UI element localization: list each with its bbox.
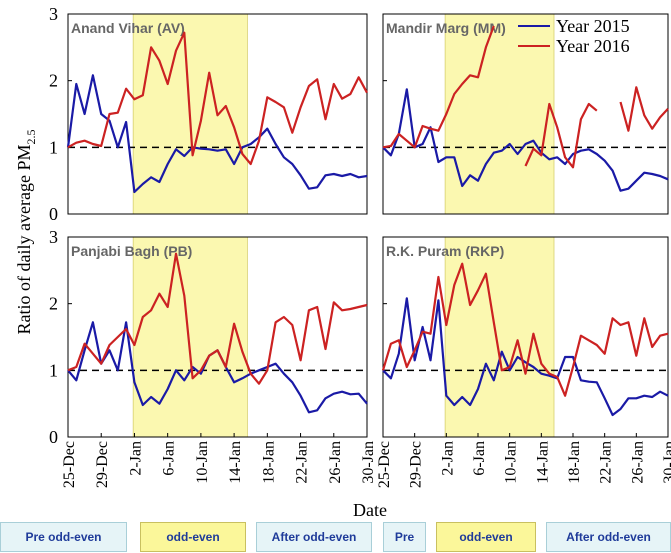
y-tick-label: 1	[49, 360, 58, 380]
x-tick-label: 2-Jan	[439, 441, 456, 476]
x-tick-label: 18-Jan	[260, 441, 277, 484]
series-line	[66, 74, 368, 194]
period-label: Pre odd-even	[25, 530, 101, 544]
period-box	[383, 522, 426, 552]
x-tick-label: 22-Jan	[598, 441, 615, 484]
plot-frame	[382, 13, 669, 215]
period-box	[256, 522, 372, 552]
period-label: odd-even	[166, 530, 219, 544]
plot-frame	[67, 236, 368, 438]
plot-frame	[67, 13, 368, 215]
y-axis-label-sub: 2.5	[24, 130, 38, 145]
odd-even-shading	[132, 236, 248, 438]
series-line	[382, 25, 669, 169]
y-tick-label: 2	[49, 294, 58, 314]
period-box	[0, 522, 127, 552]
series-line	[382, 297, 669, 417]
y-axis-label-main: Ratio of daily average PM	[14, 145, 34, 335]
panel-title: Anand Vihar (AV)	[71, 20, 185, 36]
x-tick-label: 30-Jan	[360, 441, 377, 484]
panel-title: Panjabi Bagh (PB)	[71, 243, 192, 259]
legend-label: Year 2015	[556, 16, 630, 36]
x-tick-label: 14-Jan	[534, 441, 551, 484]
y-tick-label: 3	[49, 4, 58, 24]
x-axis-label: Date	[353, 500, 387, 520]
legend-label: Year 2016	[556, 36, 630, 56]
series-line	[67, 252, 368, 385]
y-tick-label: 2	[49, 71, 58, 91]
x-tick-label: 2-Jan	[127, 441, 144, 476]
x-tick-label: 29-Dec	[408, 441, 425, 488]
x-tick-label: 26-Jan	[629, 441, 646, 484]
panel-title: R.K. Puram (RKP)	[386, 243, 504, 259]
x-tick-label: 25-Dec	[61, 441, 78, 488]
x-tick-label: 10-Jan	[194, 441, 211, 484]
x-tick-label: 25-Dec	[376, 441, 393, 488]
x-tick-label: 22-Jan	[294, 441, 311, 484]
x-tick-label: 29-Dec	[94, 441, 111, 488]
x-tick-label: 18-Jan	[566, 441, 583, 484]
series-line	[382, 88, 669, 192]
series-line	[67, 31, 368, 166]
x-tick-label: 10-Jan	[503, 441, 520, 484]
y-tick-label: 0	[49, 204, 58, 224]
y-tick-label: 0	[49, 427, 58, 447]
period-label: odd-even	[459, 530, 512, 544]
series-line	[381, 262, 669, 397]
period-box-highlight	[436, 522, 536, 552]
period-label: Pre	[395, 530, 415, 544]
period-label: After odd-even	[566, 530, 651, 544]
y-tick-label: 3	[49, 227, 58, 247]
period-box-highlight	[140, 522, 246, 552]
period-label: After odd-even	[272, 530, 357, 544]
panel-title: Mandir Marg (MM)	[386, 20, 506, 36]
x-tick-label: 6-Jan	[161, 441, 178, 476]
period-box	[546, 522, 671, 552]
x-tick-label: 26-Jan	[327, 441, 344, 484]
plot-frame	[382, 236, 669, 438]
odd-even-shading	[444, 13, 555, 215]
x-tick-label: 14-Jan	[227, 441, 244, 484]
y-tick-label: 1	[49, 137, 58, 157]
x-tick-label: 6-Jan	[471, 441, 488, 476]
y-axis-label: Ratio of daily average PM2.5	[14, 130, 38, 335]
x-tick-label: 30-Jan	[661, 441, 671, 484]
